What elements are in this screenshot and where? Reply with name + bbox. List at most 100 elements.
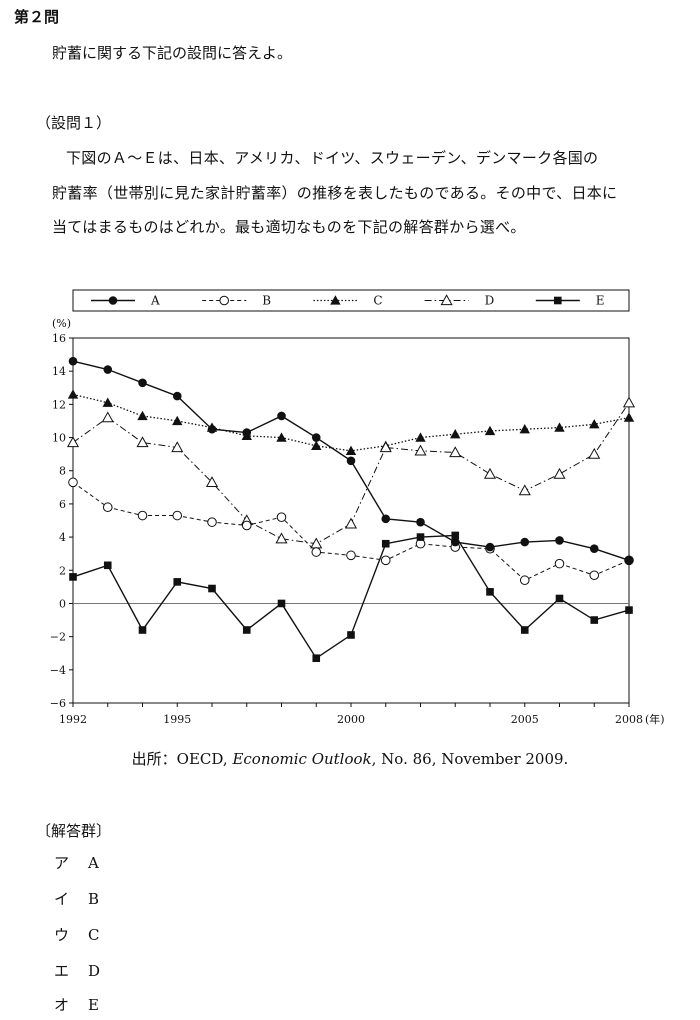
- data-point-a: [346, 456, 356, 466]
- y-tick-label: 0: [59, 597, 66, 610]
- data-point-e: [625, 606, 633, 614]
- data-point-a: [103, 365, 113, 374]
- source-suffix: , No. 86, November 2009.: [371, 750, 569, 768]
- legend-item-d: D: [424, 294, 494, 308]
- data-point-d: [622, 396, 636, 408]
- data-point-a: [207, 424, 217, 434]
- data-point-b: [346, 550, 356, 561]
- data-point-a: [485, 542, 495, 552]
- choice-value: B: [88, 890, 100, 908]
- question-text-line-1: 下図のＡ～Ｅは、日本、アメリカ、ドイツ、スウェーデン、デンマーク各国の: [66, 149, 599, 167]
- data-point-a: [381, 514, 391, 524]
- series-line-c: [72, 393, 630, 452]
- data-point-b: [380, 555, 391, 566]
- legend-marker-e: [554, 296, 562, 305]
- data-point-b: [207, 517, 217, 527]
- data-point-a: [242, 428, 252, 437]
- data-point-c: [623, 412, 635, 422]
- data-point-a: [68, 356, 78, 366]
- x-tick-label: 2000: [337, 713, 365, 726]
- data-point-d: [205, 476, 219, 488]
- data-point-d: [588, 447, 601, 459]
- data-point-b: [589, 570, 600, 581]
- legend-box: [72, 289, 630, 312]
- data-point-d: [483, 467, 497, 479]
- data-point-a: [138, 378, 147, 388]
- choice-kana: ウ: [54, 926, 70, 944]
- choice-value: A: [88, 854, 99, 872]
- data-point-c: [484, 425, 496, 436]
- choice-kana: ア: [54, 854, 70, 872]
- data-point-e: [103, 561, 112, 570]
- series-line-b: [72, 481, 630, 581]
- y-tick-label: 12: [52, 398, 66, 411]
- data-point-e: [173, 578, 182, 586]
- y-tick-label: −4: [50, 664, 66, 677]
- data-point-e: [555, 594, 564, 603]
- data-point-d: [449, 446, 462, 458]
- data-point-d: [136, 436, 149, 448]
- y-axis-label: (%): [52, 317, 71, 330]
- data-point-d: [344, 517, 358, 529]
- data-point-e: [486, 588, 494, 596]
- problem-heading: 第２問: [14, 8, 60, 26]
- data-point-b: [519, 575, 530, 586]
- y-tick-label: 2: [59, 564, 66, 577]
- data-point-d: [553, 467, 566, 479]
- data-point-e: [312, 654, 321, 663]
- legend-item-e: E: [535, 294, 605, 308]
- data-point-e: [590, 616, 599, 624]
- data-point-d: [518, 484, 531, 496]
- series-c: [67, 389, 635, 455]
- series-e: [69, 531, 633, 663]
- data-point-e: [416, 533, 425, 541]
- x-tick-label: 1992: [59, 713, 87, 726]
- question-text-line-2: 貯蓄率（世帯別に見た家計貯蓄率）の推移を表したものである。その中で、日本に: [52, 184, 618, 202]
- legend-label-e: E: [596, 294, 605, 308]
- data-point-c: [519, 424, 530, 434]
- question-label: （設問１）: [36, 114, 112, 132]
- problem-intro: 貯蓄に関する下記の設問に答えよ。: [52, 44, 293, 62]
- x-tick-label: 2008: [615, 713, 643, 726]
- data-point-d: [414, 444, 427, 456]
- series-a: [68, 356, 634, 565]
- data-point-d: [171, 441, 184, 453]
- choice-kana: エ: [54, 962, 70, 980]
- legend-marker-b: [219, 295, 229, 306]
- source-prefix: 出所：OECD,: [131, 750, 233, 768]
- data-point-e: [69, 573, 77, 581]
- data-point-a: [624, 556, 634, 565]
- data-point-a: [172, 391, 182, 401]
- data-point-d: [379, 441, 392, 453]
- data-point-c: [276, 432, 287, 442]
- data-point-a: [277, 411, 286, 421]
- legend-marker-c: [330, 295, 341, 305]
- legend-marker-a: [108, 296, 118, 305]
- legend-item-b: B: [202, 294, 271, 308]
- data-point-e: [451, 531, 460, 540]
- data-point-e: [208, 584, 216, 593]
- data-point-c: [67, 389, 79, 399]
- data-point-a: [416, 517, 425, 527]
- data-point-e: [242, 626, 251, 634]
- data-point-b: [172, 510, 183, 521]
- choice-kana: オ: [54, 996, 70, 1014]
- y-tick-label: −2: [50, 631, 66, 644]
- data-point-b: [276, 512, 287, 522]
- data-point-d: [101, 411, 114, 423]
- legend-marker-d: [440, 294, 453, 306]
- source-title: Economic Outlook: [232, 750, 372, 768]
- data-point-d: [275, 532, 288, 544]
- y-tick-label: 4: [59, 531, 66, 544]
- data-point-c: [589, 419, 600, 429]
- data-point-b: [137, 510, 148, 521]
- x-tick-label: 1995: [163, 713, 191, 726]
- legend-item-c: C: [313, 294, 383, 308]
- data-point-c: [450, 429, 461, 439]
